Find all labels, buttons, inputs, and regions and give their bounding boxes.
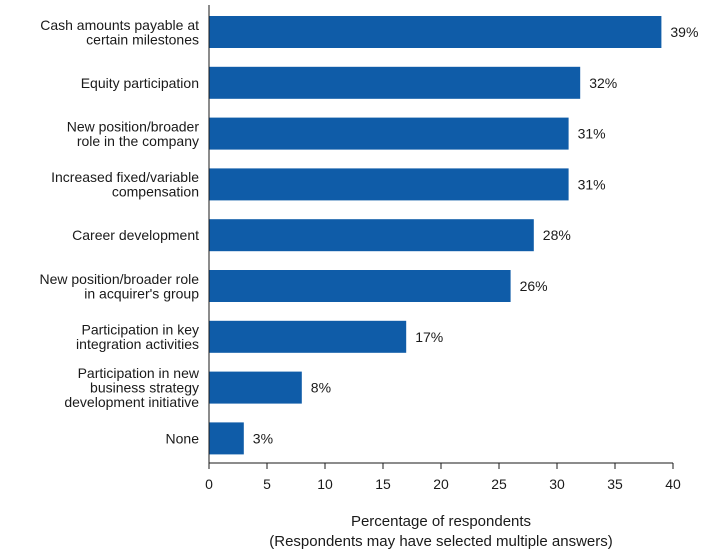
x-tick-label: 25 (491, 476, 507, 492)
value-label: 39% (670, 24, 698, 40)
bar (209, 270, 511, 302)
category-label: None (166, 430, 200, 446)
category-label-line: Increased fixed/variable (51, 169, 199, 185)
bar (209, 16, 662, 48)
category-label: Career development (72, 227, 199, 243)
value-label: 8% (311, 380, 331, 396)
category-label: Participation in key integration activiti… (76, 322, 199, 353)
x-ticks-group: 0 5 10 15 20 25 30 35 40 (205, 463, 681, 492)
category-label-line: Cash amounts payable at (40, 17, 199, 33)
category-label-line: development initiative (64, 394, 199, 410)
value-label: 28% (543, 227, 571, 243)
bar (209, 320, 407, 353)
category-label-line: role in the company (77, 133, 199, 149)
value-label: 31% (578, 176, 606, 192)
value-label: 32% (589, 75, 617, 91)
value-label: 31% (578, 126, 606, 142)
category-label-line: Participation in key (81, 322, 199, 338)
category-labels-group: Cash amounts payable at certain milestone… (39, 17, 199, 447)
category-label-line: Participation in new (78, 365, 200, 381)
bar (209, 219, 534, 252)
bars-group (209, 16, 662, 455)
x-tick-label: 0 (205, 476, 213, 492)
bar (209, 117, 569, 150)
x-tick-label: 20 (433, 476, 449, 492)
x-tick-label: 30 (549, 476, 565, 492)
category-label: Increased fixed/variable compensation (51, 169, 199, 200)
category-label-line: New position/broader (67, 118, 200, 134)
bar (209, 422, 244, 455)
x-axis-title: Percentage of respondents (351, 513, 531, 530)
category-label: Participation in new business strategy dev… (64, 365, 200, 410)
bar (209, 66, 581, 99)
bar (209, 168, 569, 201)
value-labels-group: 39% 32% 31% 31% 28% 26% 17% 8% 3% (253, 24, 699, 446)
category-label-line: Career development (72, 227, 199, 243)
category-label-line: compensation (112, 184, 199, 200)
category-label-line: Equity participation (81, 75, 199, 91)
x-axis-subtitle: (Respondents may have selected multiple … (269, 533, 613, 550)
value-label: 3% (253, 430, 273, 446)
value-label: 17% (415, 329, 443, 345)
category-label-line: in acquirer's group (84, 285, 199, 301)
x-tick-label: 35 (607, 476, 623, 492)
x-tick-label: 10 (317, 476, 333, 492)
category-label: Equity participation (81, 75, 199, 91)
category-label-line: None (166, 430, 200, 446)
category-label-line: business strategy (90, 380, 199, 396)
category-label: New position/broader role in the company (67, 118, 200, 149)
category-label: Cash amounts payable at certain milestone… (40, 17, 199, 48)
category-label-line: certain milestones (86, 31, 199, 47)
x-tick-label: 15 (375, 476, 391, 492)
x-tick-label: 5 (263, 476, 271, 492)
category-label-line: New position/broader role (39, 271, 199, 287)
category-label: New position/broader role in acquirer's g… (39, 271, 199, 302)
value-label: 26% (520, 278, 548, 294)
x-tick-label: 40 (665, 476, 681, 492)
bar (209, 371, 302, 404)
category-label-line: integration activities (76, 336, 199, 352)
